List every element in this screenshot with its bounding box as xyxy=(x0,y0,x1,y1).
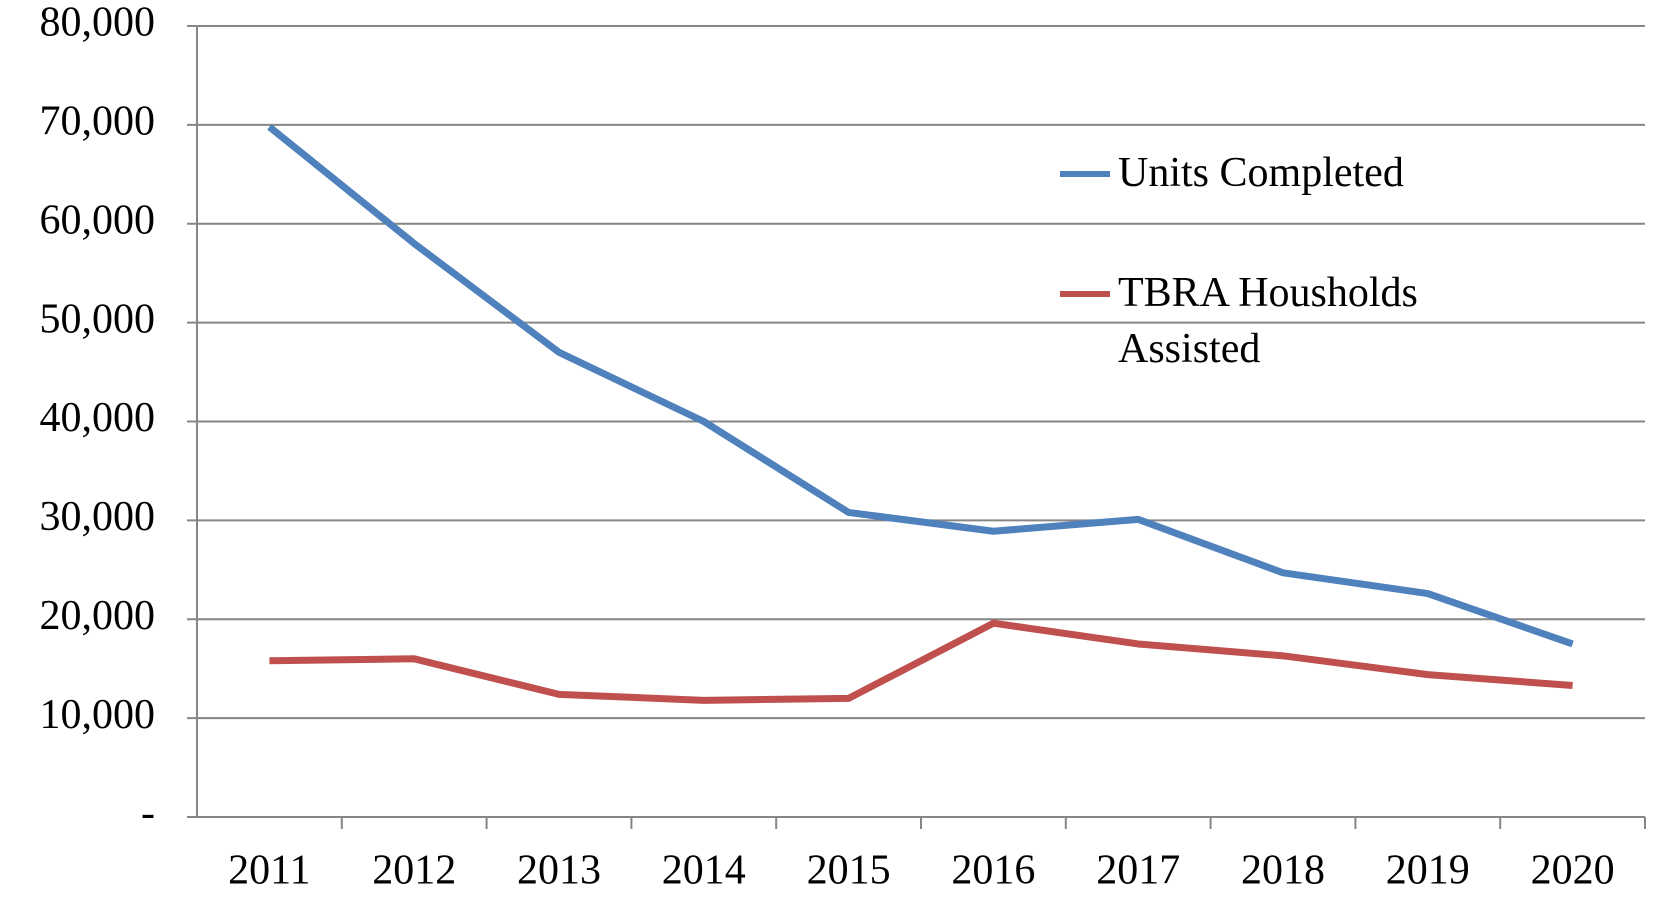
legend-label: TBRA Housholds Assisted xyxy=(1118,270,1418,372)
y-tick-label: 60,000 xyxy=(40,197,156,243)
legend-entry: TBRA Housholds Assisted xyxy=(1060,265,1440,377)
x-tick-label: 2020 xyxy=(1531,848,1615,894)
legend-entry: Units Completed xyxy=(1060,145,1440,201)
x-tick-label: 2011 xyxy=(228,848,310,894)
y-tick-label: 30,000 xyxy=(40,494,156,540)
y-tick-label: 20,000 xyxy=(40,593,156,639)
x-tick-label: 2012 xyxy=(372,848,456,894)
y-tick-label: 80,000 xyxy=(40,0,156,46)
x-tick-label: 2017 xyxy=(1096,848,1180,894)
y-tick-label: 70,000 xyxy=(40,99,156,145)
series-line xyxy=(267,124,1574,648)
legend-swatch xyxy=(1060,171,1110,177)
y-tick-label: 50,000 xyxy=(40,296,156,342)
legend: Units Completed TBRA Housholds Assisted xyxy=(1060,145,1440,441)
y-tick-label: 40,000 xyxy=(40,395,156,441)
x-tick-label: 2013 xyxy=(517,848,601,894)
y-tick-label: - xyxy=(141,791,155,837)
x-tick-label: 2015 xyxy=(807,848,891,894)
x-tick-label: 2018 xyxy=(1241,848,1325,894)
x-tick-label: 2014 xyxy=(662,848,746,894)
x-tick-label: 2016 xyxy=(951,848,1035,894)
legend-label: Units Completed xyxy=(1118,150,1404,196)
x-tick-label: 2019 xyxy=(1386,848,1470,894)
y-tick-label: 10,000 xyxy=(40,692,156,738)
series-line xyxy=(269,619,1573,704)
legend-swatch xyxy=(1060,291,1110,297)
